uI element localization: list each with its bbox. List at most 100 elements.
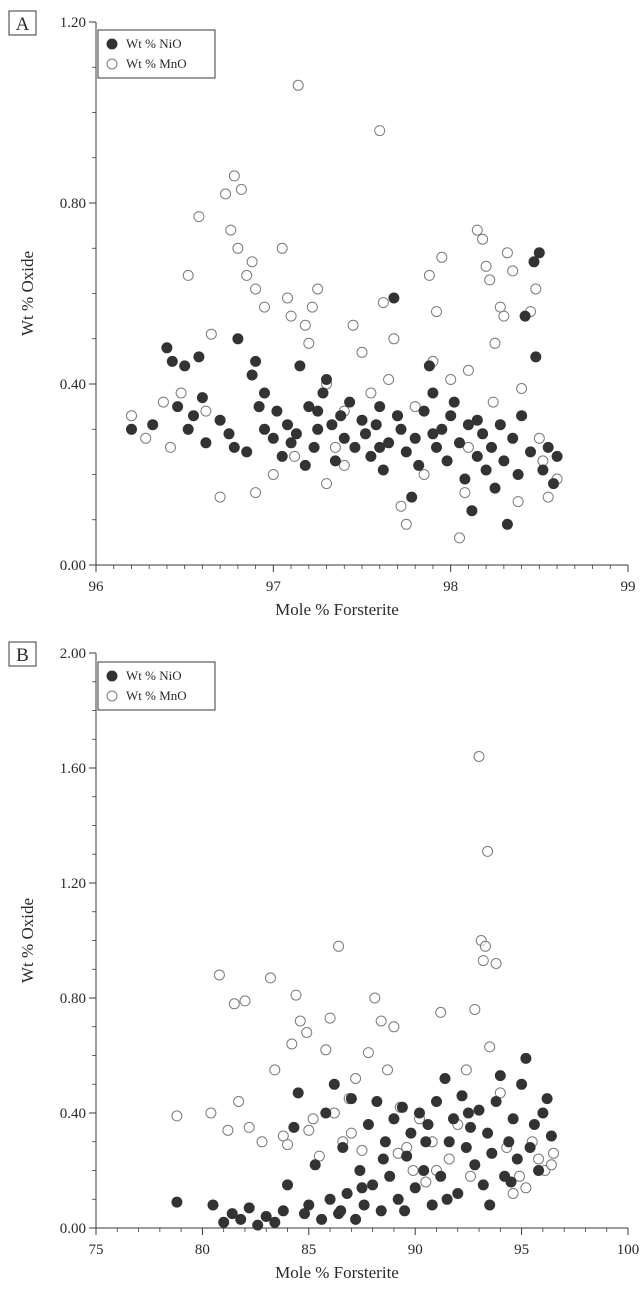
mno-point: [512, 496, 524, 508]
nio-point: [207, 1199, 219, 1211]
nio-point: [252, 1219, 264, 1231]
mno-point: [303, 1124, 315, 1136]
nio-point: [161, 342, 173, 354]
nio-point: [377, 464, 389, 476]
mno-point: [241, 269, 253, 281]
nio-point: [489, 482, 501, 494]
nio-point: [409, 1182, 421, 1194]
mno-point: [157, 396, 169, 408]
nio-point: [356, 1182, 368, 1194]
nio-point: [530, 351, 542, 363]
mno-point: [324, 1012, 336, 1024]
mno-point: [320, 1044, 332, 1056]
nio-point: [405, 1127, 417, 1139]
nio-point: [223, 428, 235, 440]
mno-point: [460, 1064, 472, 1076]
nio-point: [276, 450, 288, 462]
nio-point: [548, 478, 559, 490]
nio-point: [379, 1136, 391, 1148]
mno-point: [537, 455, 549, 467]
x-tick-label: 85: [301, 1242, 316, 1258]
mno-point: [356, 346, 368, 358]
mno-point: [533, 1153, 545, 1165]
nio-point: [462, 419, 474, 431]
mno-point: [383, 374, 395, 385]
nio-point: [436, 423, 448, 435]
mno-point: [214, 491, 226, 503]
x-tick-label: 100: [617, 1242, 640, 1258]
nio-point: [260, 1211, 272, 1222]
y-axis-label: Wt % Oxide: [18, 251, 37, 336]
mno-point: [490, 958, 502, 969]
nio-point: [486, 441, 497, 453]
mno-point: [225, 224, 237, 236]
nio-point: [218, 1216, 230, 1228]
mno-point: [345, 1127, 357, 1139]
mno-point: [301, 1027, 313, 1038]
nio-point: [537, 464, 549, 476]
nio-point: [426, 1199, 438, 1211]
nio-point: [490, 1096, 502, 1107]
legend-nio-marker: [106, 670, 118, 682]
nio-point: [431, 1096, 442, 1107]
mno-point: [507, 1188, 519, 1199]
nio-point: [259, 423, 270, 435]
nio-point: [126, 423, 137, 435]
x-tick-label: 90: [408, 1242, 423, 1258]
mno-point: [171, 1110, 183, 1122]
nio-point: [392, 1193, 404, 1205]
mno-point: [407, 1165, 419, 1176]
mno-point: [477, 955, 489, 967]
nio-point: [473, 1104, 485, 1116]
mno-point: [520, 1182, 532, 1194]
mno-point: [235, 183, 247, 195]
nio-point: [188, 410, 199, 422]
nio-point: [292, 1087, 304, 1099]
nio-point: [480, 464, 492, 476]
nio-point: [341, 1188, 353, 1199]
nio-point: [214, 414, 226, 426]
legend-box: [97, 661, 216, 711]
mno-point: [175, 387, 187, 399]
mno-point: [418, 469, 430, 480]
nio-point: [182, 423, 194, 435]
mno-point: [487, 396, 499, 408]
nio-point: [471, 450, 483, 462]
legend-entry-label: Wt % NiO: [126, 36, 182, 51]
mno-point: [265, 972, 276, 984]
mno-point: [303, 337, 315, 349]
nio-point: [299, 459, 311, 471]
nio-point: [267, 432, 279, 444]
y-tick-label: 0.80: [60, 991, 86, 1007]
mno-point: [294, 1015, 306, 1027]
nio-point: [507, 1113, 519, 1125]
nio-point: [443, 1136, 455, 1148]
mno-point: [462, 441, 474, 453]
mno-point: [388, 333, 400, 345]
mno-point: [205, 1107, 217, 1119]
nio-point: [418, 405, 430, 417]
mno-point: [545, 1159, 557, 1171]
mno-point: [479, 940, 491, 952]
y-tick-label: 2.00: [60, 646, 86, 662]
mno-point: [233, 1096, 245, 1107]
mno-point: [286, 1038, 298, 1050]
nio-point: [516, 1078, 528, 1090]
mno-point: [285, 310, 297, 322]
mno-point: [516, 383, 528, 394]
nio-point: [282, 1179, 293, 1191]
legend-box: [97, 29, 216, 79]
nio-point: [413, 459, 425, 471]
nio-point: [335, 410, 347, 422]
nio-point: [533, 1165, 545, 1176]
nio-point: [253, 401, 265, 413]
mno-point: [267, 469, 279, 480]
nio-point: [358, 1199, 370, 1211]
mno-point: [140, 432, 152, 444]
nio-point: [282, 419, 293, 431]
y-tick-label: 0.40: [60, 377, 86, 393]
legend-entry-label: Wt % MnO: [126, 56, 187, 71]
nio-point: [285, 437, 297, 449]
x-tick-label: 75: [89, 1242, 104, 1258]
mno-point: [193, 211, 205, 223]
